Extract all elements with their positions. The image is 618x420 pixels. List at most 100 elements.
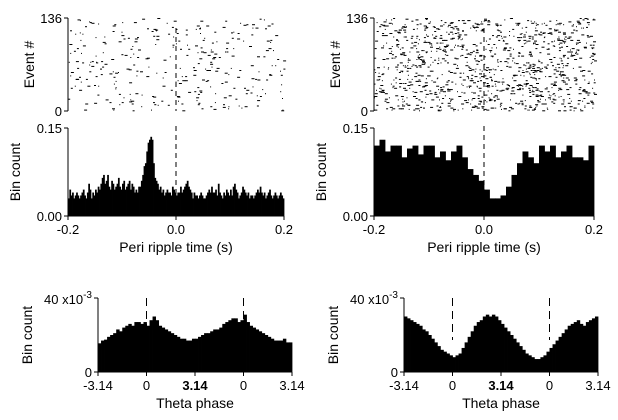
spike-mark — [480, 80, 482, 82]
spike-mark — [70, 52, 72, 54]
spike-mark — [216, 41, 218, 43]
spike-mark — [412, 28, 415, 30]
histogram-bar — [185, 340, 190, 372]
spike-mark — [528, 54, 532, 56]
spike-mark — [250, 92, 253, 94]
spike-mark — [481, 21, 483, 23]
spike-mark — [131, 103, 134, 105]
spike-mark — [402, 83, 404, 84]
spike-mark — [584, 106, 586, 108]
histogram-bar — [158, 325, 163, 372]
spike-mark — [176, 28, 178, 30]
spike-mark — [553, 93, 556, 95]
x-tick-label: 3.14 — [182, 378, 208, 393]
spike-mark — [426, 26, 427, 28]
spike-mark — [402, 26, 406, 28]
spike-mark — [80, 39, 82, 41]
spike-mark — [577, 103, 580, 105]
spike-mark — [447, 26, 449, 28]
spike-mark — [484, 100, 486, 102]
spike-mark — [395, 82, 397, 84]
spike-mark — [223, 97, 227, 99]
spike-mark — [439, 42, 442, 44]
spike-mark — [197, 104, 200, 106]
spike-mark — [537, 100, 540, 102]
spike-mark — [436, 50, 438, 52]
histogram-bar — [119, 186, 122, 216]
spike-mark — [545, 99, 546, 101]
spike-mark — [85, 78, 88, 80]
spike-mark — [420, 101, 423, 103]
histogram-bar — [68, 198, 70, 216]
histogram-bar — [470, 331, 475, 372]
spike-mark — [389, 33, 393, 34]
spike-mark — [426, 35, 429, 37]
spike-mark — [424, 89, 427, 91]
spike-mark — [524, 105, 527, 107]
spike-mark — [562, 40, 565, 42]
spike-mark — [392, 87, 394, 89]
histogram-bar — [200, 192, 203, 216]
spike-mark — [499, 61, 502, 63]
spike-mark — [555, 67, 557, 69]
spike-mark — [446, 81, 449, 83]
spike-mark — [525, 71, 529, 73]
histogram-bar — [412, 145, 419, 216]
spike-mark — [486, 83, 489, 84]
spike-mark — [556, 70, 560, 72]
spike-mark — [402, 71, 403, 73]
spike-mark — [486, 40, 487, 42]
spike-mark — [384, 28, 386, 30]
spike-mark — [243, 24, 247, 26]
spike-mark — [570, 55, 574, 57]
spike-mark — [561, 46, 563, 48]
spike-mark — [505, 88, 507, 90]
spike-mark — [558, 89, 560, 91]
spike-mark — [244, 106, 248, 108]
spike-mark — [560, 58, 562, 60]
spike-mark — [497, 59, 499, 60]
histogram-bar — [179, 338, 184, 372]
spike-mark — [419, 54, 421, 56]
spike-mark — [594, 60, 597, 62]
theta_left-bars — [98, 314, 293, 373]
spike-mark — [223, 104, 225, 106]
histogram-bar — [82, 189, 85, 216]
spike-mark — [85, 103, 89, 105]
spike-mark — [121, 102, 124, 104]
spike-mark — [476, 24, 480, 26]
spike-mark — [383, 45, 385, 47]
spike-mark — [280, 70, 281, 72]
spike-mark — [420, 80, 422, 82]
spike-mark — [513, 48, 514, 50]
spike-mark — [447, 105, 451, 107]
spike-mark — [503, 48, 507, 50]
spike-mark — [511, 87, 513, 89]
spike-mark — [403, 26, 407, 28]
spike-mark — [416, 35, 419, 37]
spike-mark — [237, 38, 241, 40]
spike-mark — [459, 46, 461, 47]
spike-mark — [531, 38, 534, 40]
spike-mark — [178, 100, 179, 102]
spike-mark — [431, 80, 433, 82]
spike-mark — [386, 58, 390, 60]
spike-mark — [410, 47, 414, 49]
spike-mark — [525, 42, 527, 44]
spike-mark — [479, 90, 482, 92]
spike-mark — [462, 85, 464, 86]
spike-mark — [534, 40, 537, 42]
spike-mark — [162, 77, 164, 79]
histogram-bar — [446, 353, 450, 372]
spike-mark — [429, 43, 433, 45]
spike-mark — [414, 76, 418, 78]
spike-mark — [104, 36, 106, 38]
histogram-bar — [76, 192, 78, 216]
spike-mark — [496, 98, 500, 100]
spike-mark — [509, 18, 511, 19]
spike-mark — [398, 32, 401, 34]
spike-mark — [423, 85, 427, 87]
spike-mark — [487, 20, 490, 22]
spike-mark — [495, 36, 498, 38]
spike-mark — [453, 110, 455, 112]
